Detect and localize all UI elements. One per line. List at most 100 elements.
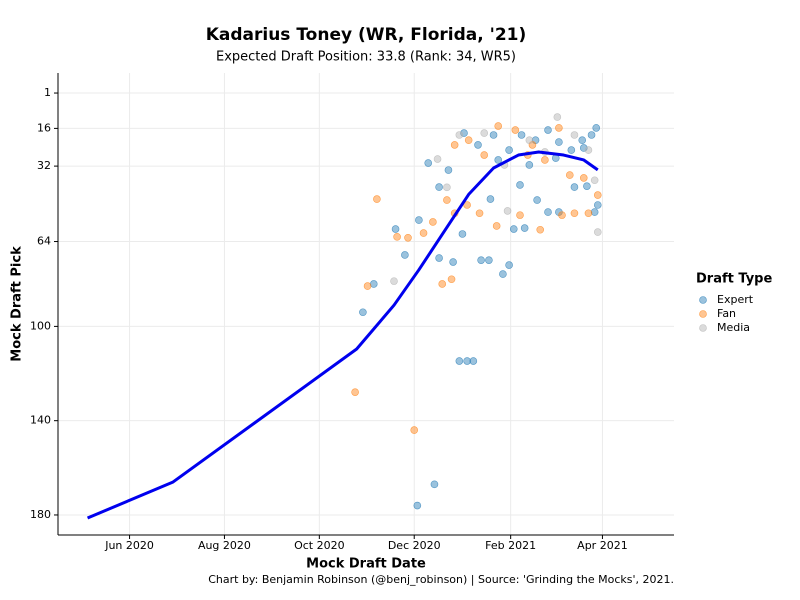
point xyxy=(430,480,439,489)
point xyxy=(429,218,437,226)
point xyxy=(391,225,400,233)
point xyxy=(553,113,562,121)
point xyxy=(455,131,464,139)
point xyxy=(458,230,467,238)
point xyxy=(447,275,456,284)
point xyxy=(474,141,482,149)
point xyxy=(509,225,518,233)
x-tick-label: Oct 2020 xyxy=(294,539,345,552)
legend-swatch xyxy=(699,310,707,318)
point xyxy=(584,146,593,154)
y-tick-label: 180 xyxy=(30,508,51,521)
legend-swatch xyxy=(699,296,707,304)
point xyxy=(464,136,473,144)
point xyxy=(404,233,412,242)
point xyxy=(536,225,545,234)
point xyxy=(494,156,503,164)
point xyxy=(525,136,534,144)
point xyxy=(486,195,495,203)
point xyxy=(351,388,359,396)
y-tick-label: 1 xyxy=(44,86,51,99)
y-tick-label: 64 xyxy=(37,235,51,248)
chart-title: Kadarius Toney (WR, Florida, '21) xyxy=(206,25,527,45)
point xyxy=(555,124,563,132)
point xyxy=(590,208,599,216)
point xyxy=(505,261,513,269)
point xyxy=(443,196,451,204)
point xyxy=(565,171,574,179)
x-tick-label: Feb 2021 xyxy=(485,539,536,552)
point xyxy=(533,196,541,204)
point xyxy=(413,501,422,510)
point xyxy=(444,166,453,174)
caption: Chart by: Benjamin Robinson (@benj_robin… xyxy=(208,573,674,586)
point xyxy=(455,357,464,365)
point xyxy=(419,229,428,237)
point xyxy=(505,146,513,154)
y-tick-label: 32 xyxy=(37,159,51,172)
point xyxy=(584,209,593,218)
point xyxy=(433,155,442,163)
point xyxy=(393,233,401,241)
point xyxy=(415,216,423,224)
point xyxy=(570,131,579,139)
point xyxy=(435,183,443,191)
point xyxy=(544,208,552,216)
x-tick-label: Apr 2021 xyxy=(577,539,628,552)
point xyxy=(570,209,579,218)
point xyxy=(363,282,372,290)
point xyxy=(390,277,398,285)
point xyxy=(590,176,599,185)
x-tick-label: Jun 2020 xyxy=(104,539,154,552)
legend-label: Media xyxy=(717,321,750,334)
point xyxy=(401,251,409,259)
y-axis-label: Mock Draft Pick xyxy=(10,246,25,362)
point xyxy=(517,131,526,139)
point xyxy=(469,357,478,365)
point xyxy=(570,183,579,191)
x-tick-label: Dec 2020 xyxy=(388,539,441,552)
point xyxy=(449,258,457,266)
point xyxy=(460,129,468,137)
point xyxy=(555,138,563,146)
point xyxy=(480,129,489,137)
point xyxy=(373,195,381,203)
chart-subtitle: Expected Draft Position: 33.8 (Rank: 34,… xyxy=(216,50,516,65)
point xyxy=(555,208,563,216)
point xyxy=(410,426,419,434)
point xyxy=(541,156,549,164)
trend-line xyxy=(86,150,599,520)
legend-label: Expert xyxy=(717,293,754,306)
point xyxy=(583,182,591,190)
point xyxy=(579,144,588,152)
point xyxy=(450,141,459,149)
point xyxy=(499,270,507,278)
point xyxy=(525,161,534,169)
point xyxy=(503,207,512,215)
point xyxy=(435,254,443,262)
point xyxy=(475,209,484,218)
point xyxy=(593,228,602,236)
point xyxy=(463,201,471,209)
point xyxy=(593,191,602,199)
point xyxy=(578,136,587,144)
point xyxy=(516,211,524,219)
y-tick-label: 140 xyxy=(30,414,51,427)
point xyxy=(492,222,501,230)
point xyxy=(480,151,489,159)
point xyxy=(489,131,498,139)
point xyxy=(520,224,529,232)
point xyxy=(438,280,447,288)
point xyxy=(558,211,566,219)
point xyxy=(511,126,520,134)
point xyxy=(587,131,596,139)
point xyxy=(579,174,588,182)
point xyxy=(516,181,524,189)
legend-label: Fan xyxy=(717,307,736,320)
legend-swatch xyxy=(699,324,707,332)
y-tick-label: 100 xyxy=(30,319,51,332)
legend-title: Draft Type xyxy=(696,272,772,287)
point xyxy=(359,308,367,317)
x-axis-label: Mock Draft Date xyxy=(306,557,426,572)
